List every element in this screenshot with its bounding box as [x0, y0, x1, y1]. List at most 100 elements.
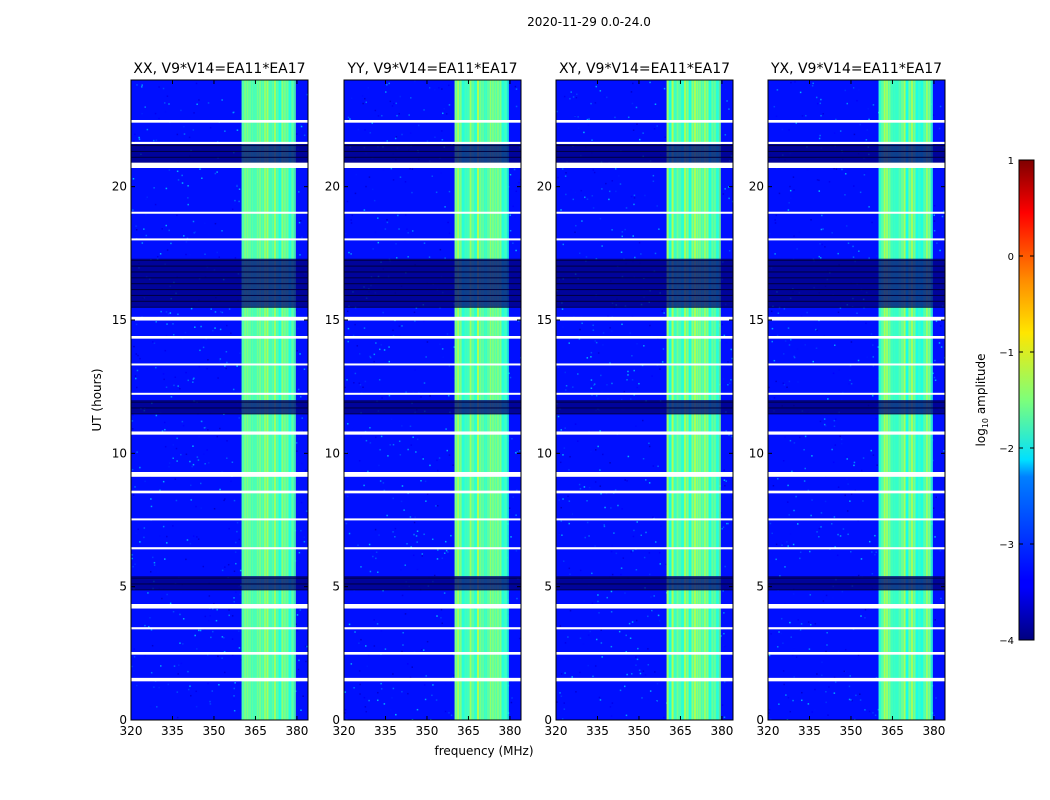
noise-pixel: [423, 109, 425, 111]
noise-pixel: [819, 134, 821, 137]
noise-pixel: [378, 464, 380, 467]
noise-pixel: [599, 699, 602, 701]
noise-pixel: [214, 311, 217, 313]
noise-pixel: [724, 88, 727, 91]
noise-pixel: [383, 489, 386, 492]
flagged-interval: [556, 490, 733, 494]
noise-pixel: [192, 445, 194, 447]
noise-pixel: [579, 487, 582, 490]
noise-pixel: [170, 396, 173, 398]
noise-pixel: [868, 206, 870, 208]
noise-pixel: [173, 384, 175, 387]
colorbar-label-subscript: 10: [981, 418, 990, 428]
noise-pixel: [599, 90, 602, 92]
noise-pixel: [801, 115, 804, 117]
noise-pixel: [383, 703, 386, 705]
noise-pixel: [300, 125, 303, 128]
noise-pixel: [620, 573, 622, 576]
noise-pixel: [653, 128, 656, 130]
noise-pixel: [373, 619, 375, 621]
noise-pixel: [782, 382, 785, 385]
low-signal-interval: [344, 400, 521, 414]
noise-pixel: [303, 536, 305, 538]
noise-pixel: [821, 661, 823, 664]
noise-pixel: [631, 102, 634, 105]
noise-pixel: [518, 181, 520, 184]
noise-pixel: [434, 136, 436, 139]
noise-pixel: [556, 110, 559, 113]
noise-pixel: [444, 710, 447, 713]
noise-pixel: [517, 320, 520, 322]
noise-pixel: [154, 203, 157, 206]
noise-pixel: [877, 708, 880, 711]
flagged-interval: [768, 604, 945, 609]
noise-pixel: [421, 455, 424, 458]
noise-pixel: [216, 171, 218, 173]
noise-pixel: [799, 436, 801, 439]
noise-pixel: [296, 450, 298, 452]
noise-pixel: [377, 241, 380, 244]
panel-title: YX, V9*V14=EA11*EA17: [770, 61, 942, 77]
noise-pixel: [872, 344, 874, 346]
noise-pixel: [209, 126, 212, 129]
noise-pixel: [195, 82, 198, 85]
noise-pixel: [609, 362, 611, 364]
noise-pixel: [440, 608, 443, 611]
noise-pixel: [626, 673, 628, 676]
noise-pixel: [155, 366, 157, 369]
flagged-interval: [344, 518, 521, 521]
noise-pixel: [633, 369, 635, 372]
noise-pixel: [380, 688, 383, 690]
noise-pixel: [295, 133, 298, 135]
noise-pixel: [164, 428, 166, 431]
noise-pixel: [166, 535, 168, 538]
noise-pixel: [562, 560, 565, 562]
noise-pixel: [850, 341, 853, 343]
noise-pixel: [654, 252, 657, 255]
noise-pixel: [298, 221, 301, 224]
noise-pixel: [443, 552, 446, 555]
noise-pixel: [579, 671, 581, 674]
noise-pixel: [515, 88, 518, 90]
noise-pixel: [775, 426, 778, 429]
noise-pixel: [374, 109, 377, 112]
noise-pixel: [723, 334, 726, 337]
noise-pixel: [936, 242, 938, 244]
noise-pixel: [792, 543, 795, 546]
noise-pixel: [823, 418, 826, 420]
noise-pixel: [849, 500, 851, 502]
low-signal-interval: [556, 400, 733, 414]
noise-pixel: [783, 384, 786, 386]
noise-pixel: [870, 483, 872, 486]
noise-pixel: [601, 245, 603, 247]
y-tick-label: 10: [325, 446, 340, 460]
noise-pixel: [512, 242, 514, 244]
noise-pixel: [388, 394, 391, 397]
noise-pixel: [152, 139, 155, 142]
noise-pixel: [599, 469, 601, 471]
low-signal-line: [556, 577, 733, 579]
noise-pixel: [376, 623, 379, 625]
noise-pixel: [509, 173, 512, 176]
noise-pixel: [387, 455, 389, 457]
noise-pixel: [862, 500, 864, 502]
noise-pixel: [132, 178, 135, 180]
noise-pixel: [818, 179, 820, 182]
noise-pixel: [768, 386, 771, 389]
noise-pixel: [199, 482, 202, 485]
noise-pixel: [295, 714, 297, 717]
noise-pixel: [401, 485, 404, 487]
noise-pixel: [594, 545, 596, 547]
noise-pixel: [770, 633, 772, 635]
noise-pixel: [841, 590, 844, 593]
noise-pixel: [591, 572, 593, 575]
noise-pixel: [407, 256, 409, 258]
noise-pixel: [416, 530, 419, 532]
noise-pixel: [448, 84, 450, 87]
noise-pixel: [159, 253, 162, 255]
noise-pixel: [448, 232, 451, 235]
noise-pixel: [175, 499, 178, 502]
noise-pixel: [559, 625, 562, 627]
noise-pixel: [568, 522, 570, 525]
noise-pixel: [177, 179, 180, 181]
